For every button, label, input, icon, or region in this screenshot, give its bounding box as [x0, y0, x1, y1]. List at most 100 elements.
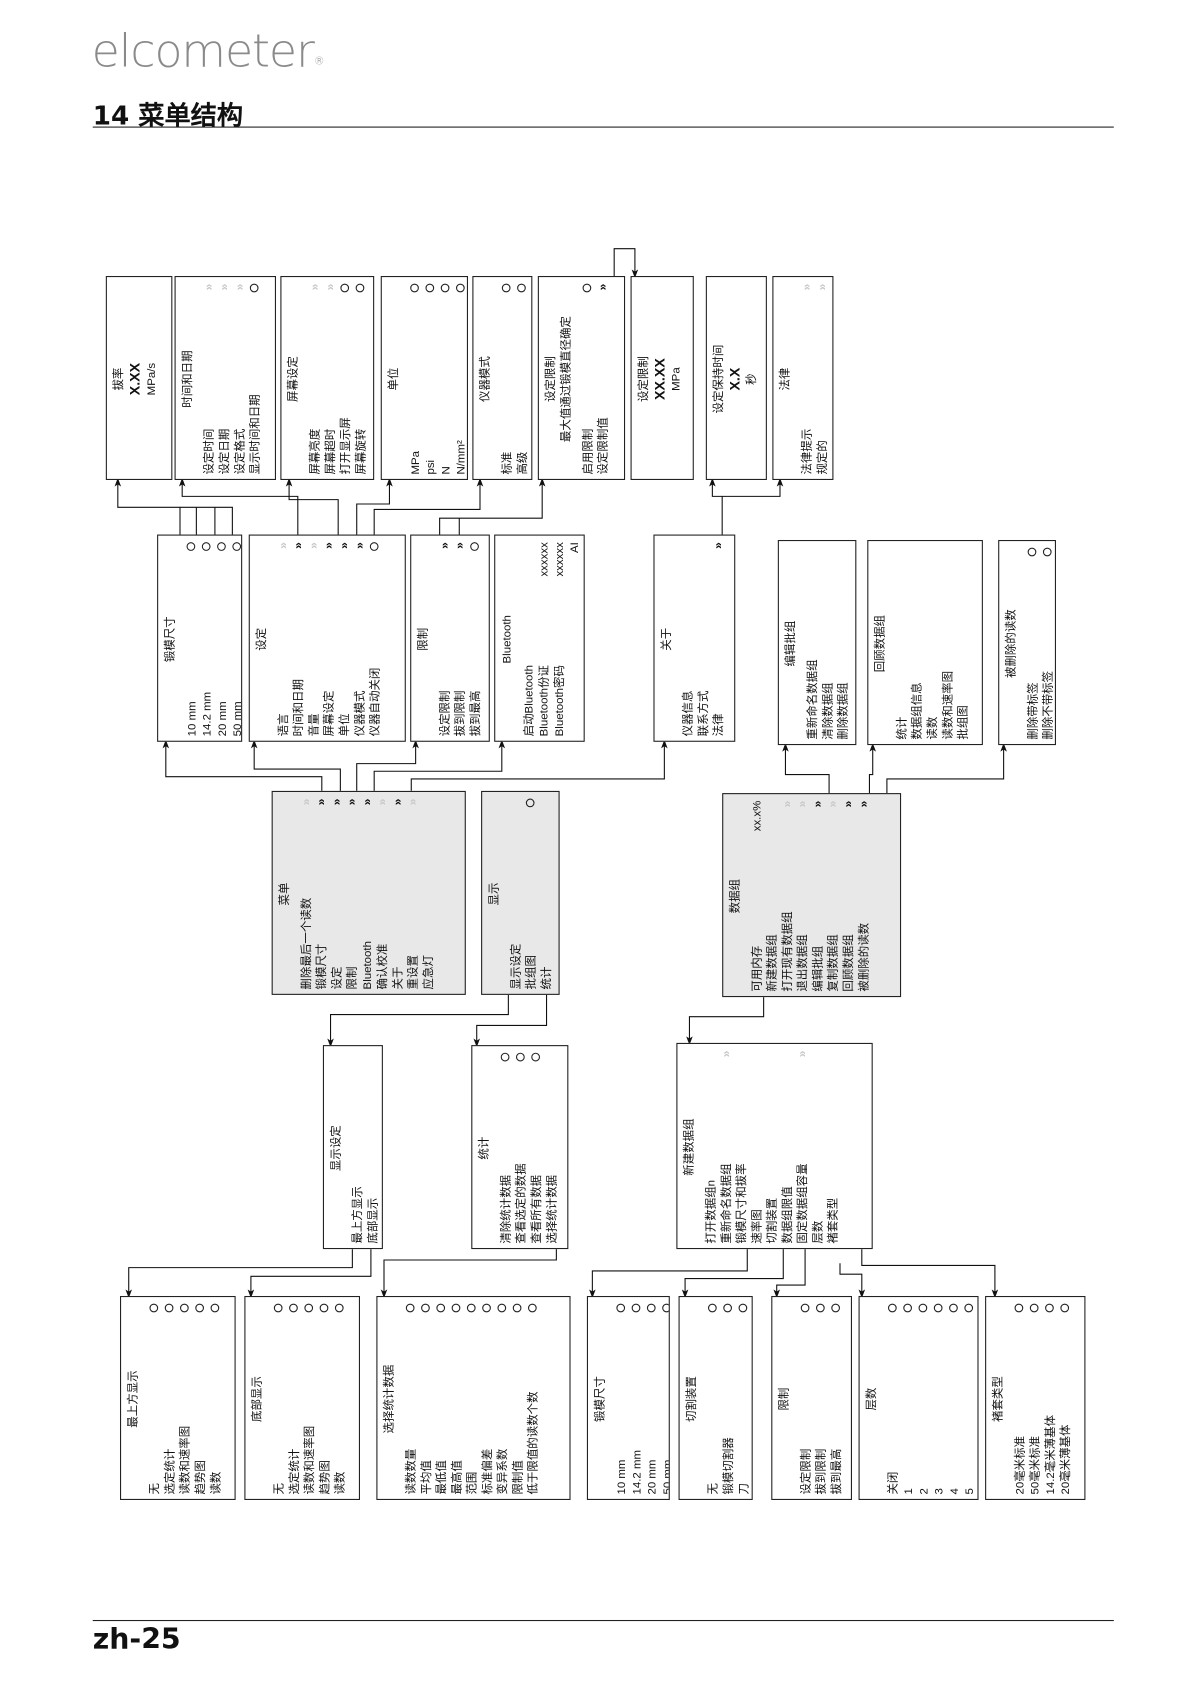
- double-chevron-right-icon[interactable]: »: [345, 798, 359, 806]
- radio-circle-icon[interactable]: [580, 283, 595, 299]
- menu-item[interactable]: 3: [932, 1303, 947, 1495]
- double-chevron-right-icon[interactable]: »: [842, 800, 856, 808]
- radio-circle-icon[interactable]: [1041, 547, 1055, 563]
- radio-circle-icon[interactable]: [465, 1303, 480, 1319]
- menu-item[interactable]: 启动Bluetooth: [521, 542, 536, 736]
- menu-item[interactable]: 1: [901, 1303, 916, 1495]
- double-chevron-right-icon[interactable]: »: [292, 542, 306, 549]
- menu-item[interactable]: 14.2毫米薄基体: [1043, 1303, 1058, 1495]
- radio-circle-icon[interactable]: [901, 1303, 916, 1319]
- radio-circle-icon[interactable]: [645, 1303, 660, 1319]
- radio-circle-icon[interactable]: [449, 1303, 464, 1319]
- radio-circle-icon[interactable]: [495, 1303, 510, 1319]
- radio-circle-icon[interactable]: [721, 1303, 736, 1319]
- double-chevron-right-icon[interactable]: »: [391, 798, 405, 806]
- menu-item[interactable]: 编辑批组 »: [811, 801, 826, 992]
- menu-item[interactable]: 拔到最高: [829, 1303, 844, 1495]
- menu-item[interactable]: 固定数据组容量 »: [795, 1051, 810, 1244]
- radio-circle-icon[interactable]: [338, 283, 353, 299]
- radio-circle-icon[interactable]: [614, 1303, 629, 1319]
- menu-item[interactable]: 规定的 »: [815, 284, 830, 475]
- radio-circle-icon[interactable]: [468, 542, 483, 557]
- double-chevron-right-icon[interactable]: »: [330, 798, 344, 806]
- radio-circle-icon[interactable]: [272, 1303, 287, 1319]
- radio-circle-icon[interactable]: [419, 1303, 434, 1319]
- radio-circle-icon[interactable]: [163, 1303, 178, 1319]
- double-chevron-right-icon[interactable]: »: [811, 800, 825, 808]
- menu-item[interactable]: 回顾数据组 »: [841, 801, 856, 992]
- menu-item[interactable]: 删除不带标签: [1041, 547, 1055, 740]
- radio-circle-icon[interactable]: [526, 1303, 541, 1319]
- menu-item[interactable]: 切割装置: [765, 1051, 780, 1244]
- menu-item[interactable]: 锻模尺寸 »: [314, 799, 329, 990]
- menu-item[interactable]: 锻模尺寸和拔率: [734, 1051, 749, 1243]
- radio-circle-icon[interactable]: [184, 542, 199, 557]
- menu-item[interactable]: 读数: [333, 1303, 348, 1495]
- double-chevron-right-icon[interactable]: »: [596, 283, 610, 291]
- menu-item[interactable]: 重新命名数据组 »: [719, 1051, 734, 1244]
- menu-item[interactable]: 趋势图: [317, 1303, 332, 1495]
- double-chevron-right-icon[interactable]: »: [438, 542, 452, 549]
- radio-circle-icon[interactable]: [200, 542, 215, 557]
- menu-item[interactable]: 可用内存 xx.x%: [749, 801, 764, 992]
- menu-item[interactable]: N: [439, 283, 454, 475]
- menu-item[interactable]: 设定格式 »: [232, 284, 247, 475]
- menu-item[interactable]: 启用限制: [580, 283, 595, 475]
- menu-item[interactable]: 新建数据组: [765, 801, 780, 991]
- menu-item[interactable]: 退出数据组 »: [795, 801, 810, 992]
- menu-item[interactable]: 删除带标签: [1025, 547, 1040, 740]
- menu-item[interactable]: 屏幕旋转: [353, 283, 368, 475]
- double-chevron-right-icon[interactable]: »: [361, 798, 375, 806]
- menu-item[interactable]: 打开现有数据组 »: [780, 801, 795, 992]
- radio-circle-icon[interactable]: [408, 283, 423, 299]
- radio-circle-icon[interactable]: [814, 1303, 829, 1319]
- menu-item[interactable]: 复制数据组 »: [826, 801, 841, 992]
- radio-circle-icon[interactable]: [215, 542, 230, 557]
- menu-item[interactable]: 选择统计数据: [544, 1053, 559, 1244]
- menu-item[interactable]: 读数和速率图: [940, 548, 955, 740]
- menu-item[interactable]: 屏幕亮度 »: [308, 284, 323, 475]
- radio-circle-icon[interactable]: [302, 1303, 317, 1319]
- menu-item[interactable]: 删除最后一个读数 »: [299, 799, 314, 990]
- menu-item[interactable]: 设定日期 »: [217, 284, 232, 475]
- menu-item[interactable]: 最低值: [434, 1303, 449, 1495]
- menu-item[interactable]: 拔到限制 »: [453, 542, 468, 736]
- menu-item[interactable]: 14.2 mm: [629, 1303, 644, 1495]
- menu-item[interactable]: 清除数据组: [820, 548, 835, 739]
- radio-circle-icon[interactable]: [368, 542, 383, 557]
- radio-circle-icon[interactable]: [829, 1303, 844, 1319]
- radio-circle-icon[interactable]: [287, 1303, 302, 1319]
- radio-circle-icon[interactable]: [208, 1303, 223, 1319]
- menu-item[interactable]: 最高值: [449, 1303, 464, 1495]
- menu-item[interactable]: 统计: [539, 799, 554, 990]
- menu-item[interactable]: 高级: [515, 283, 530, 475]
- menu-item[interactable]: 读数数量: [404, 1303, 419, 1495]
- menu-item[interactable]: 读数和速率图: [302, 1303, 317, 1495]
- radio-circle-icon[interactable]: [1025, 547, 1040, 563]
- radio-circle-icon[interactable]: [499, 1052, 514, 1068]
- menu-item[interactable]: 显示设定: [508, 799, 523, 990]
- menu-item[interactable]: 20 mm: [215, 542, 230, 736]
- radio-circle-icon[interactable]: [500, 283, 515, 299]
- radio-circle-icon[interactable]: [1028, 1303, 1043, 1319]
- menu-item[interactable]: 无: [147, 1303, 162, 1495]
- radio-circle-icon[interactable]: [317, 1303, 332, 1319]
- double-chevron-right-icon[interactable]: »: [857, 800, 871, 808]
- menu-item[interactable]: 5: [962, 1303, 977, 1495]
- double-chevron-right-icon[interactable]: »: [315, 798, 329, 806]
- menu-item[interactable]: 设定时间 »: [202, 284, 217, 475]
- menu-item[interactable]: 层数: [811, 1051, 826, 1244]
- menu-item[interactable]: 关闭: [886, 1303, 901, 1495]
- menu-item[interactable]: 读数: [208, 1303, 223, 1495]
- menu-item[interactable]: 确认校准 »: [375, 799, 390, 990]
- menu-item[interactable]: 音量 »: [307, 542, 322, 736]
- radio-circle-icon[interactable]: [404, 1303, 419, 1319]
- radio-circle-icon[interactable]: [423, 283, 438, 299]
- menu-item[interactable]: 仪器自动关闭: [368, 542, 383, 736]
- menu-item[interactable]: 数据组限值: [780, 1051, 795, 1243]
- menu-item[interactable]: 低于限值的读数个数: [526, 1303, 541, 1495]
- radio-circle-icon[interactable]: [932, 1303, 947, 1319]
- menu-item[interactable]: 设定限制值 »: [596, 284, 611, 475]
- menu-item[interactable]: 10 mm: [184, 542, 199, 736]
- radio-circle-icon[interactable]: [193, 1303, 208, 1319]
